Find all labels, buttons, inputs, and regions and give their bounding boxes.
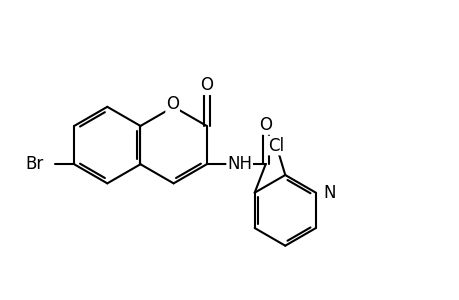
Text: O: O bbox=[166, 95, 179, 113]
Text: O: O bbox=[200, 76, 213, 94]
Text: O: O bbox=[258, 116, 272, 134]
Text: N: N bbox=[323, 184, 335, 202]
Text: NH: NH bbox=[227, 155, 252, 173]
Text: Br: Br bbox=[25, 155, 43, 173]
Text: Cl: Cl bbox=[268, 136, 284, 154]
